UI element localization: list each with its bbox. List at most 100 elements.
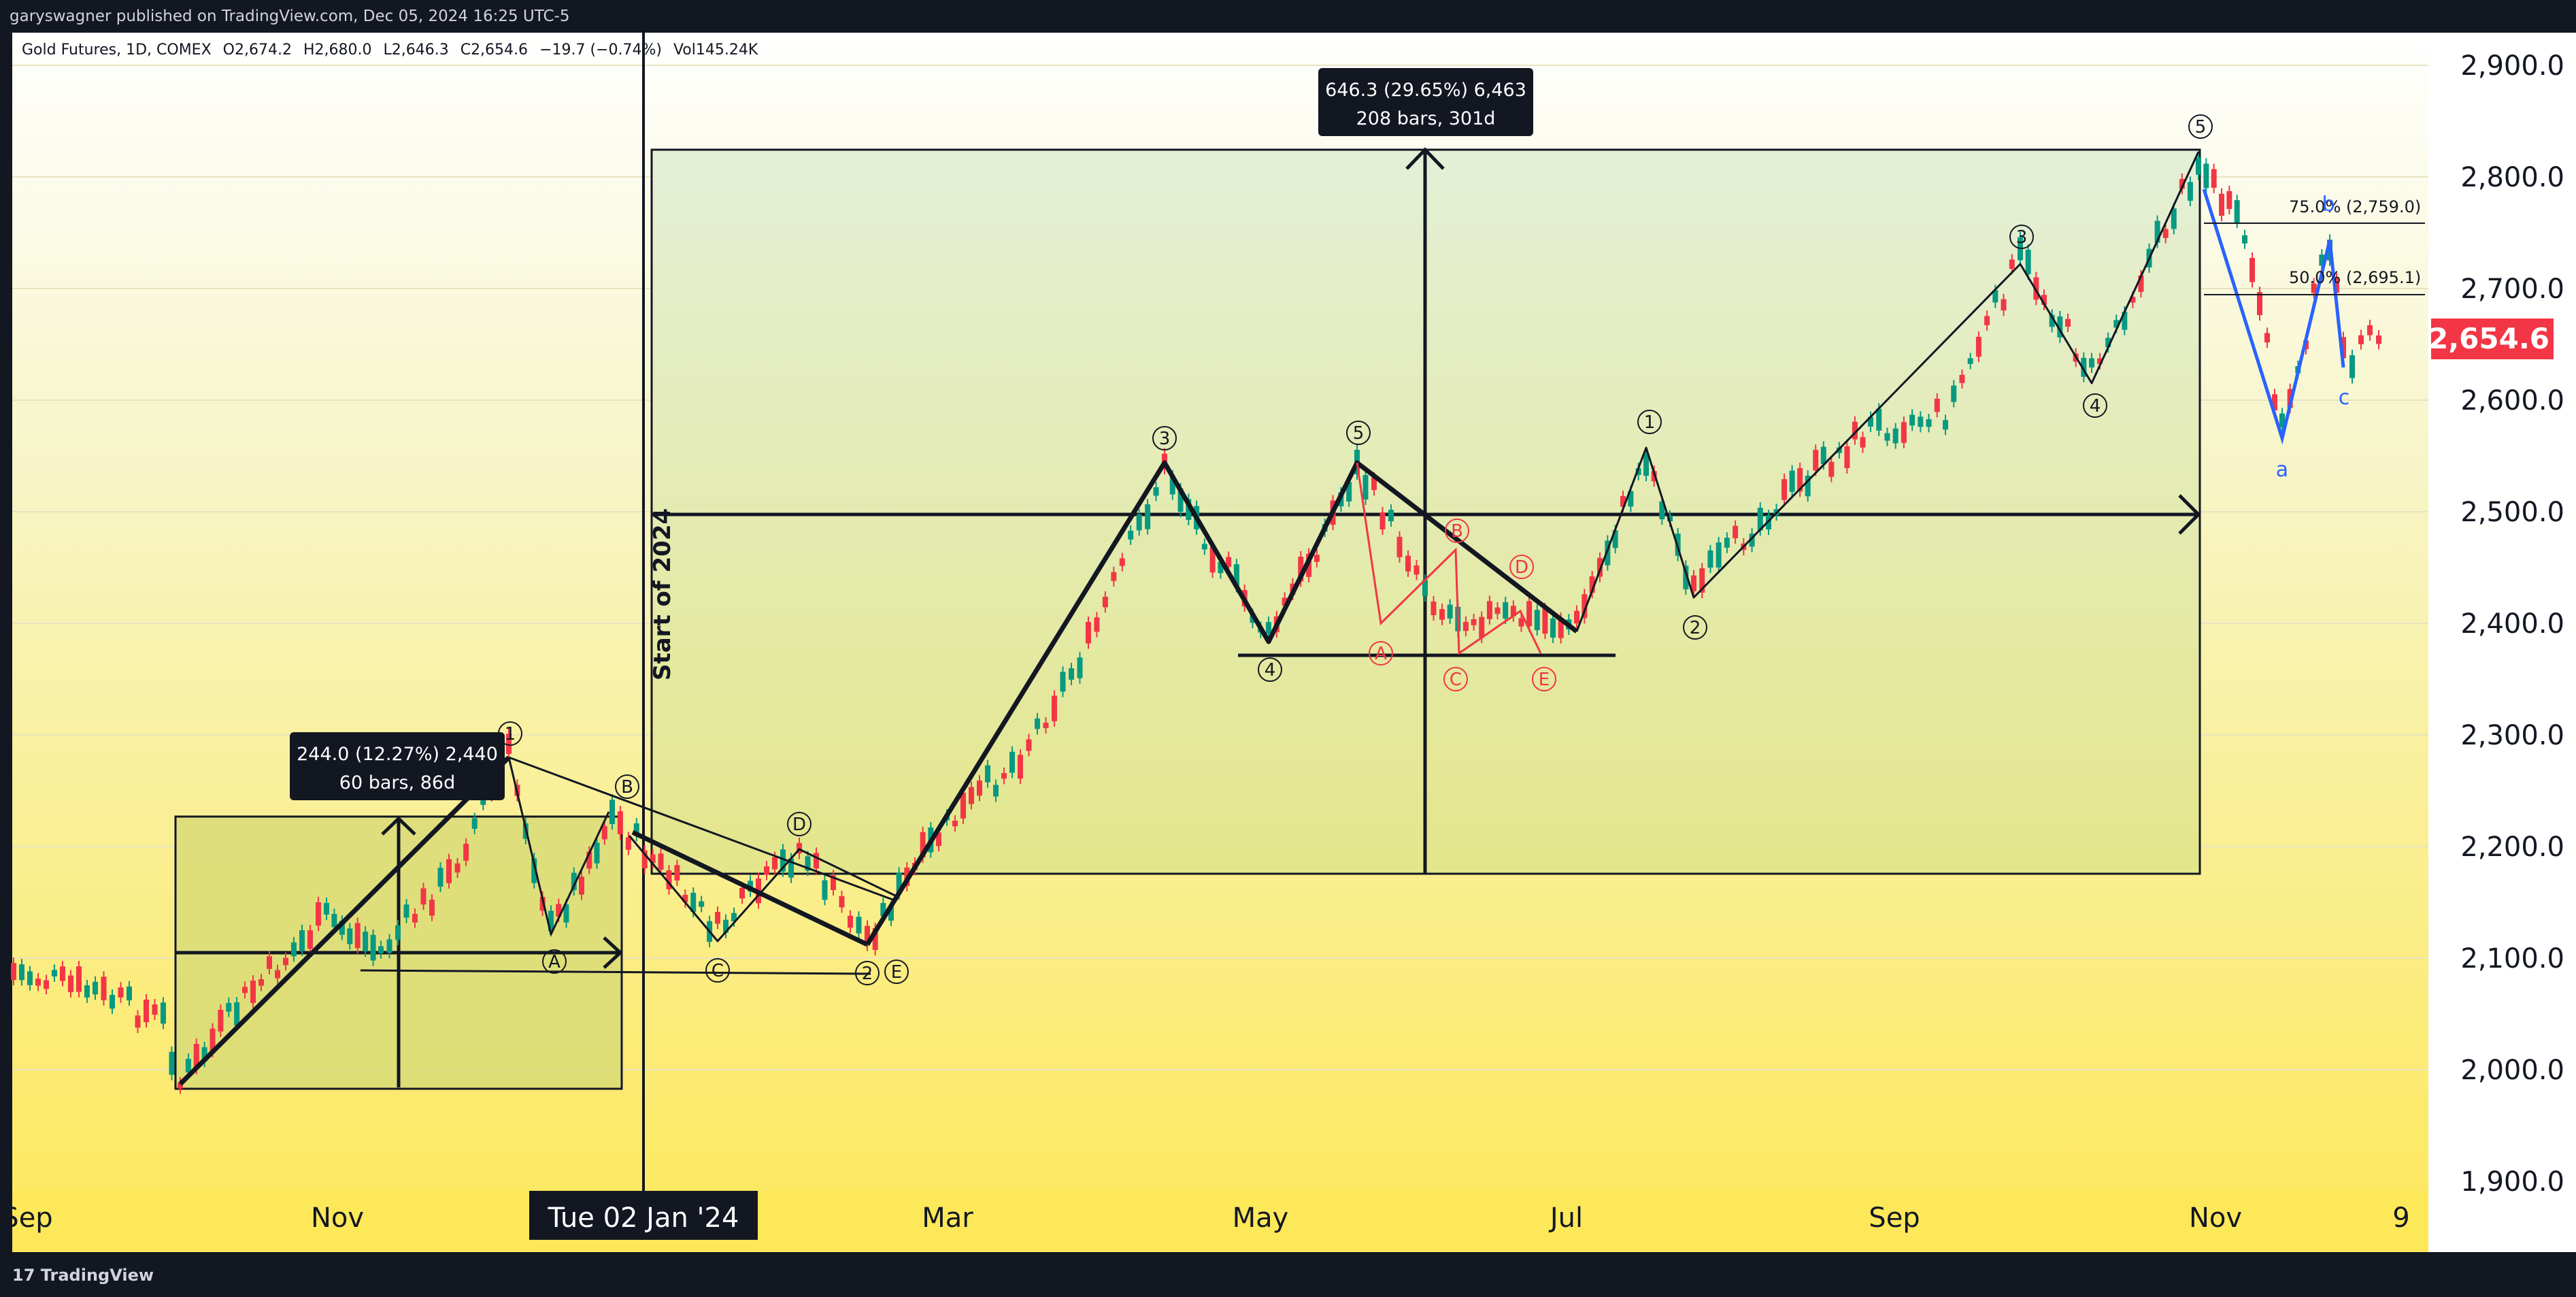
candle-body: [93, 981, 98, 995]
price-label: 1,900.0: [2460, 1166, 2564, 1198]
candle-body: [1136, 514, 1142, 531]
svg-text:3: 3: [2016, 227, 2028, 248]
svg-text:2: 2: [1690, 618, 1701, 638]
candle-body: [723, 919, 729, 933]
candle-body: [1782, 479, 1788, 500]
svg-text:Gold Futures, 1D, COMEX: Gold Futures, 1D, COMEX O2,674.2 H2,680.…: [22, 42, 758, 59]
candle-body: [993, 785, 999, 797]
candle-body: [250, 981, 256, 1003]
publish-bar: garyswagner published on TradingView.com…: [0, 0, 2576, 33]
blue-label-a: a: [2276, 458, 2288, 482]
candle-body: [571, 872, 577, 891]
candle-body: [1667, 515, 1673, 522]
candle-body: [814, 853, 819, 869]
candle-body: [11, 963, 16, 981]
candle-body: [101, 976, 107, 1000]
candle-body: [2234, 200, 2240, 223]
candle-body: [2272, 394, 2277, 410]
symbol-legend[interactable]: Gold Futures, 1D, COMEX O2,674.2 H2,680.…: [22, 42, 758, 59]
candle-body: [1069, 668, 1074, 680]
time-label: 9: [2392, 1202, 2409, 1234]
legend-open: O2,674.2: [223, 42, 292, 59]
candle-body: [1414, 565, 1420, 575]
time-axis-labels: Sep Nov Mar May Jul Sep Nov 9: [1, 1202, 2409, 1234]
time-axis-background[interactable]: [12, 1191, 2428, 1252]
blue-wave-labels: b a c: [2276, 193, 2349, 482]
candle-body: [2171, 208, 2177, 229]
candle-body: [1009, 751, 1015, 773]
candle-body: [2130, 297, 2136, 303]
time-label: May: [1233, 1202, 1289, 1234]
candle-body: [299, 930, 305, 951]
candle-body: [805, 856, 811, 871]
candle-body: [2041, 295, 2047, 306]
wave-label-E: E: [884, 959, 909, 984]
chart-area[interactable]: 75.0% (2,759.0) 50.0% (2,695.1) Start of…: [0, 33, 2576, 1252]
price-label: 2,800.0: [2460, 162, 2564, 193]
candle-body: [888, 906, 894, 921]
time-label: Jul: [1548, 1202, 1583, 1234]
wave-label-1b: 1: [1637, 410, 1662, 434]
candle-body: [378, 946, 384, 953]
price-label: 2,300.0: [2460, 720, 2564, 751]
candle-body: [471, 818, 478, 830]
candle-body: [1926, 419, 1932, 427]
candle-body: [872, 927, 878, 950]
candle-body: [2113, 320, 2120, 328]
candle-body: [1959, 374, 1965, 383]
candle-body: [347, 928, 353, 945]
candle-body: [2211, 169, 2217, 188]
candle-body: [1707, 550, 1713, 568]
candle-body: [1346, 482, 1352, 502]
candle-body: [1716, 542, 1722, 568]
tv-icon: 17: [12, 1266, 35, 1285]
candle-body: [690, 893, 697, 913]
candle-body: [1643, 453, 1649, 476]
candle-body: [258, 979, 264, 986]
candle-body: [1589, 576, 1595, 593]
measure-tooltip-large: 646.3 (29.65%) 6,463 208 bars, 301d: [1318, 68, 1533, 136]
candle-body: [331, 914, 337, 927]
candle-body: [1683, 565, 1689, 590]
candle-body: [2162, 229, 2169, 238]
candle-body: [1582, 594, 1588, 619]
candle-body: [2138, 275, 2144, 293]
candle-body: [76, 966, 82, 992]
candle-body: [2349, 355, 2355, 378]
candle-body: [44, 980, 49, 989]
candle-body: [60, 966, 65, 981]
candle-body: [152, 1004, 158, 1015]
svg-text:A: A: [548, 952, 561, 972]
candle-body: [699, 901, 705, 907]
tradingview-logo[interactable]: 17 TradingView: [12, 1266, 154, 1285]
candle-body: [1379, 512, 1386, 530]
candle-body: [354, 923, 361, 949]
candle-body: [403, 904, 409, 918]
price-axis-background[interactable]: [2428, 33, 2576, 1252]
candle-body: [1226, 557, 1232, 567]
candle-body: [1901, 422, 1907, 443]
candle-body: [2358, 335, 2364, 344]
candle-body: [1266, 622, 1271, 634]
candle-body: [658, 853, 664, 870]
candle-body: [1934, 398, 1940, 412]
candle-body: [594, 842, 600, 864]
legend-low: L2,646.3: [383, 42, 448, 59]
candle-body: [539, 896, 546, 911]
wave-label-2a: 2: [855, 961, 880, 985]
candle-body: [531, 858, 537, 883]
candle-body: [1026, 739, 1032, 751]
wave-label-5a: 5: [1346, 421, 1371, 445]
svg-text:646.3 (29.65%) 6,463: 646.3 (29.65%) 6,463: [1325, 80, 1526, 101]
start-of-year-label: Start of 2024: [649, 508, 676, 680]
candle-body: [977, 781, 982, 796]
candle-body: [601, 825, 607, 840]
candle-body: [772, 857, 777, 870]
candle-body: [1233, 564, 1239, 587]
candle-body: [463, 843, 469, 861]
candle-body: [2025, 249, 2031, 274]
candle-body: [1086, 621, 1091, 644]
svg-text:D: D: [1515, 557, 1528, 578]
candle-body: [84, 985, 90, 998]
candle-body: [856, 917, 862, 934]
